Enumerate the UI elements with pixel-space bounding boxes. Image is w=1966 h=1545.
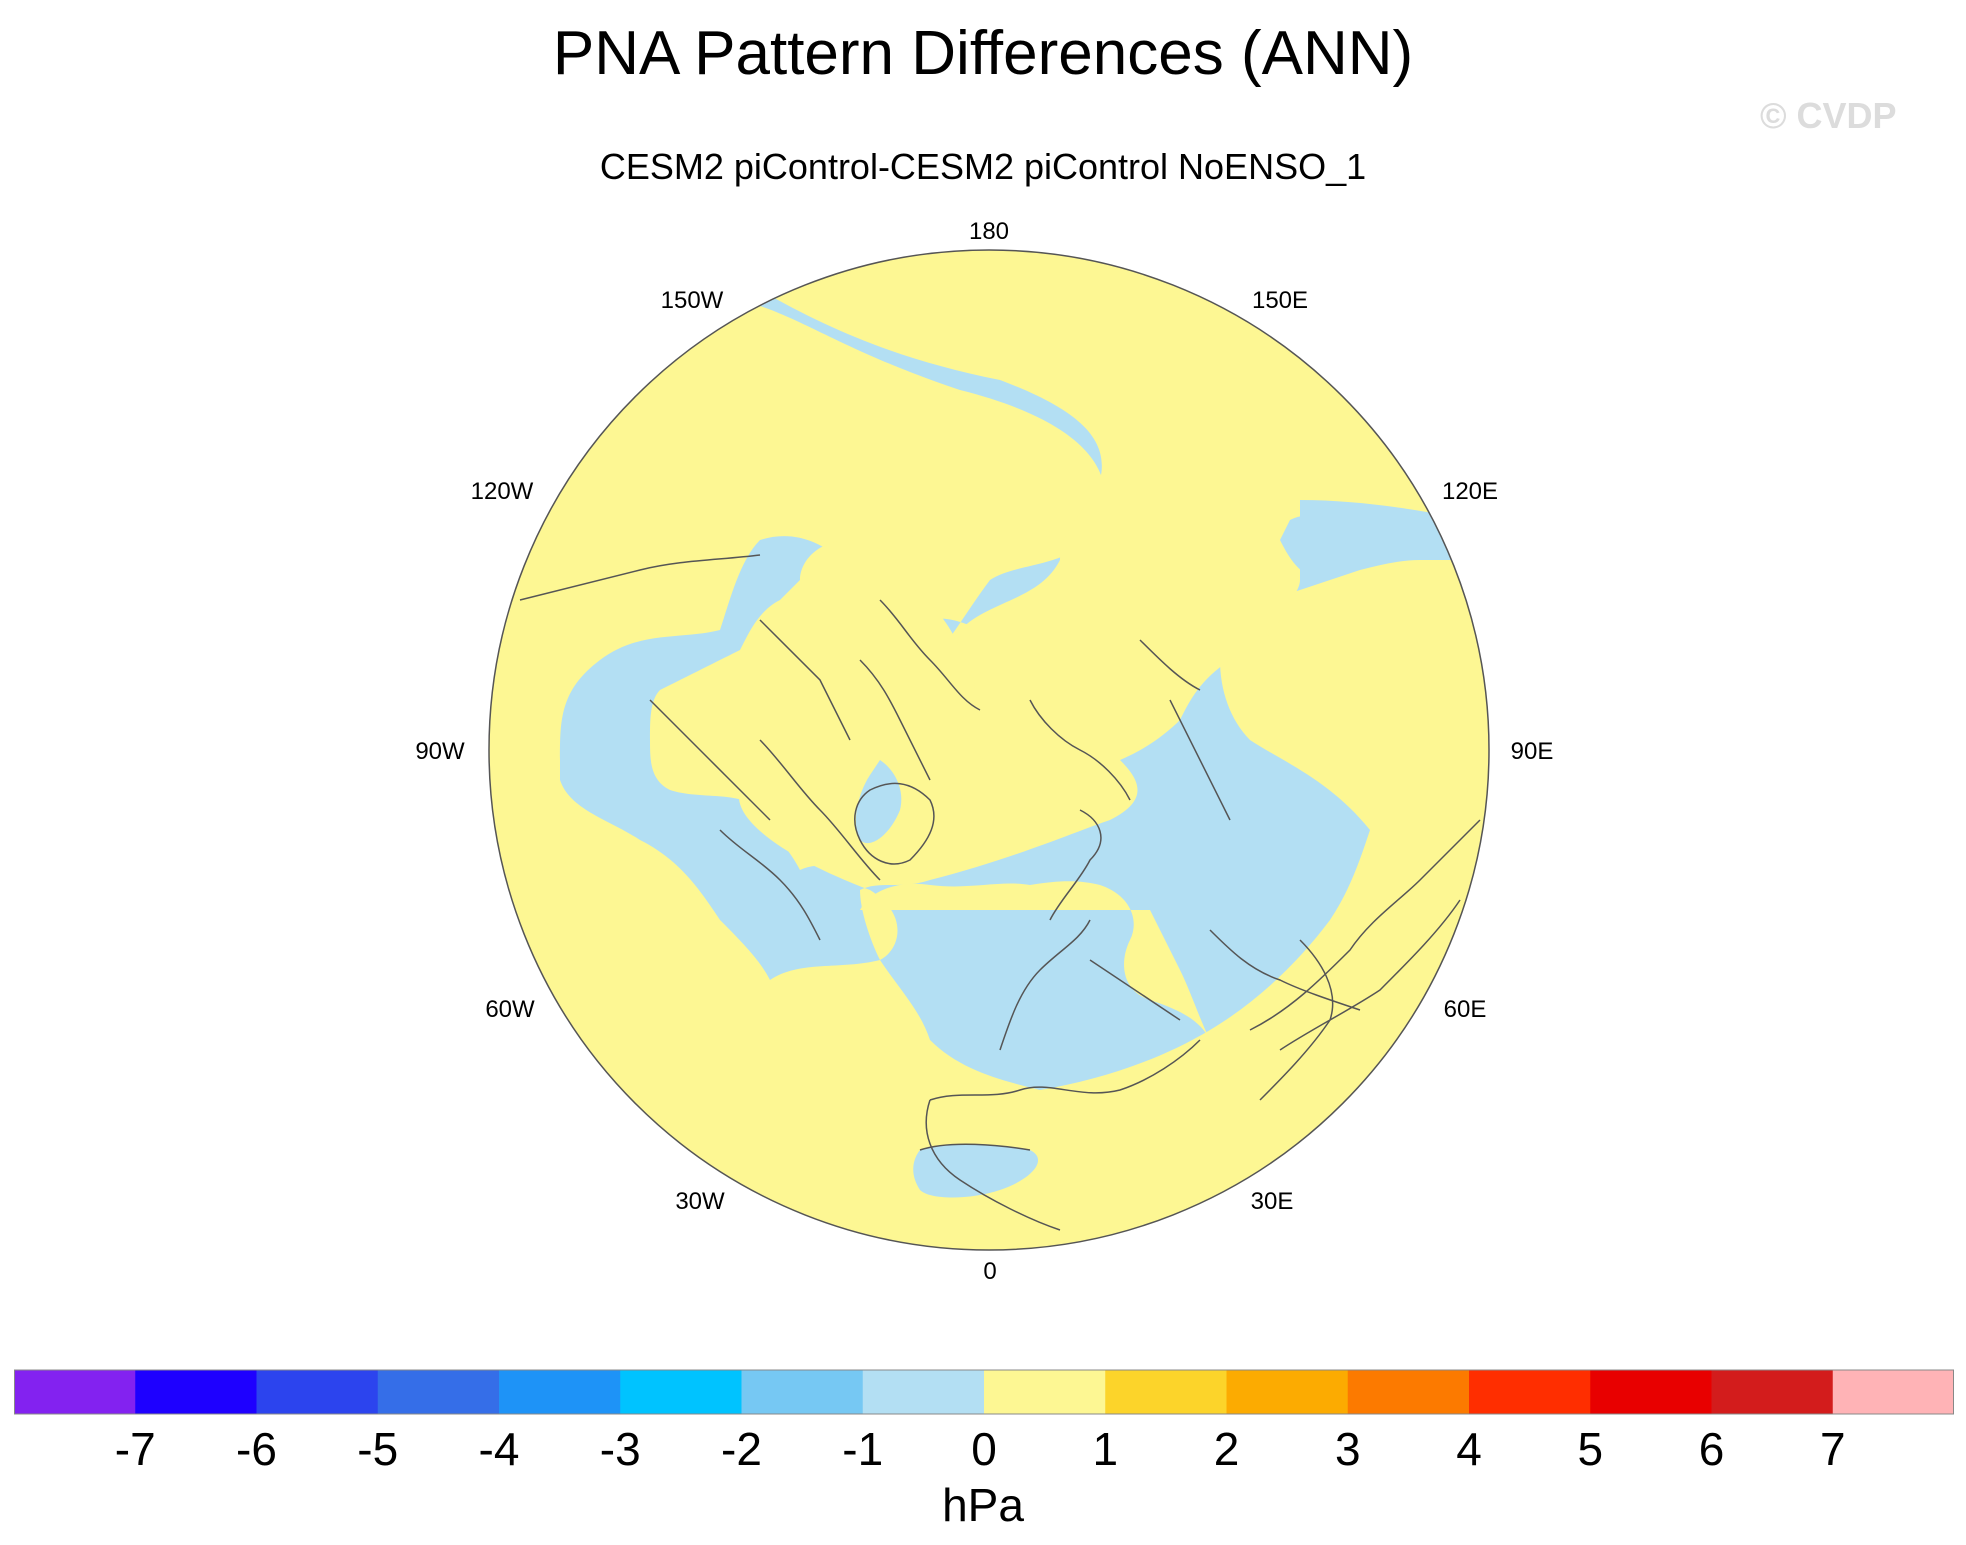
colorbar-tick-label: 2	[1213, 1423, 1240, 1475]
colorbar-segment	[620, 1370, 742, 1414]
lon-label-30w: 30W	[675, 1188, 725, 1215]
colorbar-tick-label: 0	[971, 1423, 997, 1475]
negative-patch-siberia	[1280, 515, 1348, 580]
lon-label-60w: 60W	[485, 996, 535, 1023]
map-subtitle: CESM2 piControl-CESM2 piControl NoENSO_1	[599, 146, 1367, 187]
colorbar-tick-label: 1	[1092, 1423, 1119, 1475]
colorbar-tick-label: -6	[236, 1423, 277, 1475]
colorbar-segment	[1105, 1370, 1227, 1414]
lon-label-90w: 90W	[415, 738, 465, 765]
colorbar-segment	[1347, 1370, 1470, 1414]
colorbar-tick-label: 3	[1334, 1423, 1361, 1475]
colorbar-tick-label: 7	[1819, 1423, 1846, 1475]
lon-label-120w: 120W	[470, 478, 534, 505]
colorbar-tick-label: -4	[478, 1423, 520, 1475]
lon-label-0: 0	[983, 1258, 997, 1285]
colorbar-segment	[14, 1370, 136, 1414]
colorbar-border	[14, 1369, 1954, 1415]
colorbar-segment	[1832, 1370, 1954, 1414]
colorbar-segment	[135, 1370, 257, 1414]
lon-label-120e: 120E	[1441, 478, 1499, 505]
map-boundary	[488, 249, 1490, 1251]
lon-label-30e: 30E	[1250, 1188, 1294, 1215]
colorbar-segment	[377, 1370, 500, 1414]
lon-label-60e: 60E	[1443, 996, 1487, 1023]
colorbar-tick-label: -7	[114, 1423, 156, 1475]
colorbar-segment	[1226, 1370, 1349, 1414]
lon-label-150w: 150W	[660, 287, 724, 314]
lon-label-90e: 90E	[1510, 738, 1554, 765]
lon-label-180: 180	[968, 218, 1010, 245]
lon-label-150e: 150E	[1251, 287, 1309, 314]
colorbar-tick-label: -3	[599, 1423, 641, 1475]
colorbar-segment	[256, 1370, 379, 1414]
watermark: © CVDP	[1760, 95, 1897, 136]
colorbar-tick-label: -5	[357, 1423, 399, 1475]
colorbar-segment	[984, 1370, 1106, 1414]
map-title: PNA Pattern Differences (ANN)	[552, 19, 1414, 88]
colorbar-segment	[1590, 1370, 1712, 1414]
coastlines	[519, 554, 1481, 1231]
colorbar-segment	[741, 1370, 864, 1414]
colorbar-tick-label: 5	[1577, 1423, 1604, 1475]
colorbar-tick-label: -1	[842, 1423, 884, 1475]
colorbar-tick-label: 4	[1456, 1423, 1482, 1475]
colorbar-segment	[1711, 1370, 1834, 1414]
colorbar-units: hPa	[942, 1479, 1024, 1531]
negative-patch-greenland	[855, 760, 902, 844]
negative-patch-sahara	[913, 1144, 1039, 1198]
colorbar-segment	[499, 1370, 621, 1414]
colorbar-segment	[1469, 1370, 1591, 1414]
colorbar-segment	[862, 1370, 985, 1414]
colorbar-tick-label: 6	[1698, 1423, 1725, 1475]
colorbar	[14, 1369, 1954, 1415]
colorbar-tick-label: -2	[721, 1423, 762, 1475]
